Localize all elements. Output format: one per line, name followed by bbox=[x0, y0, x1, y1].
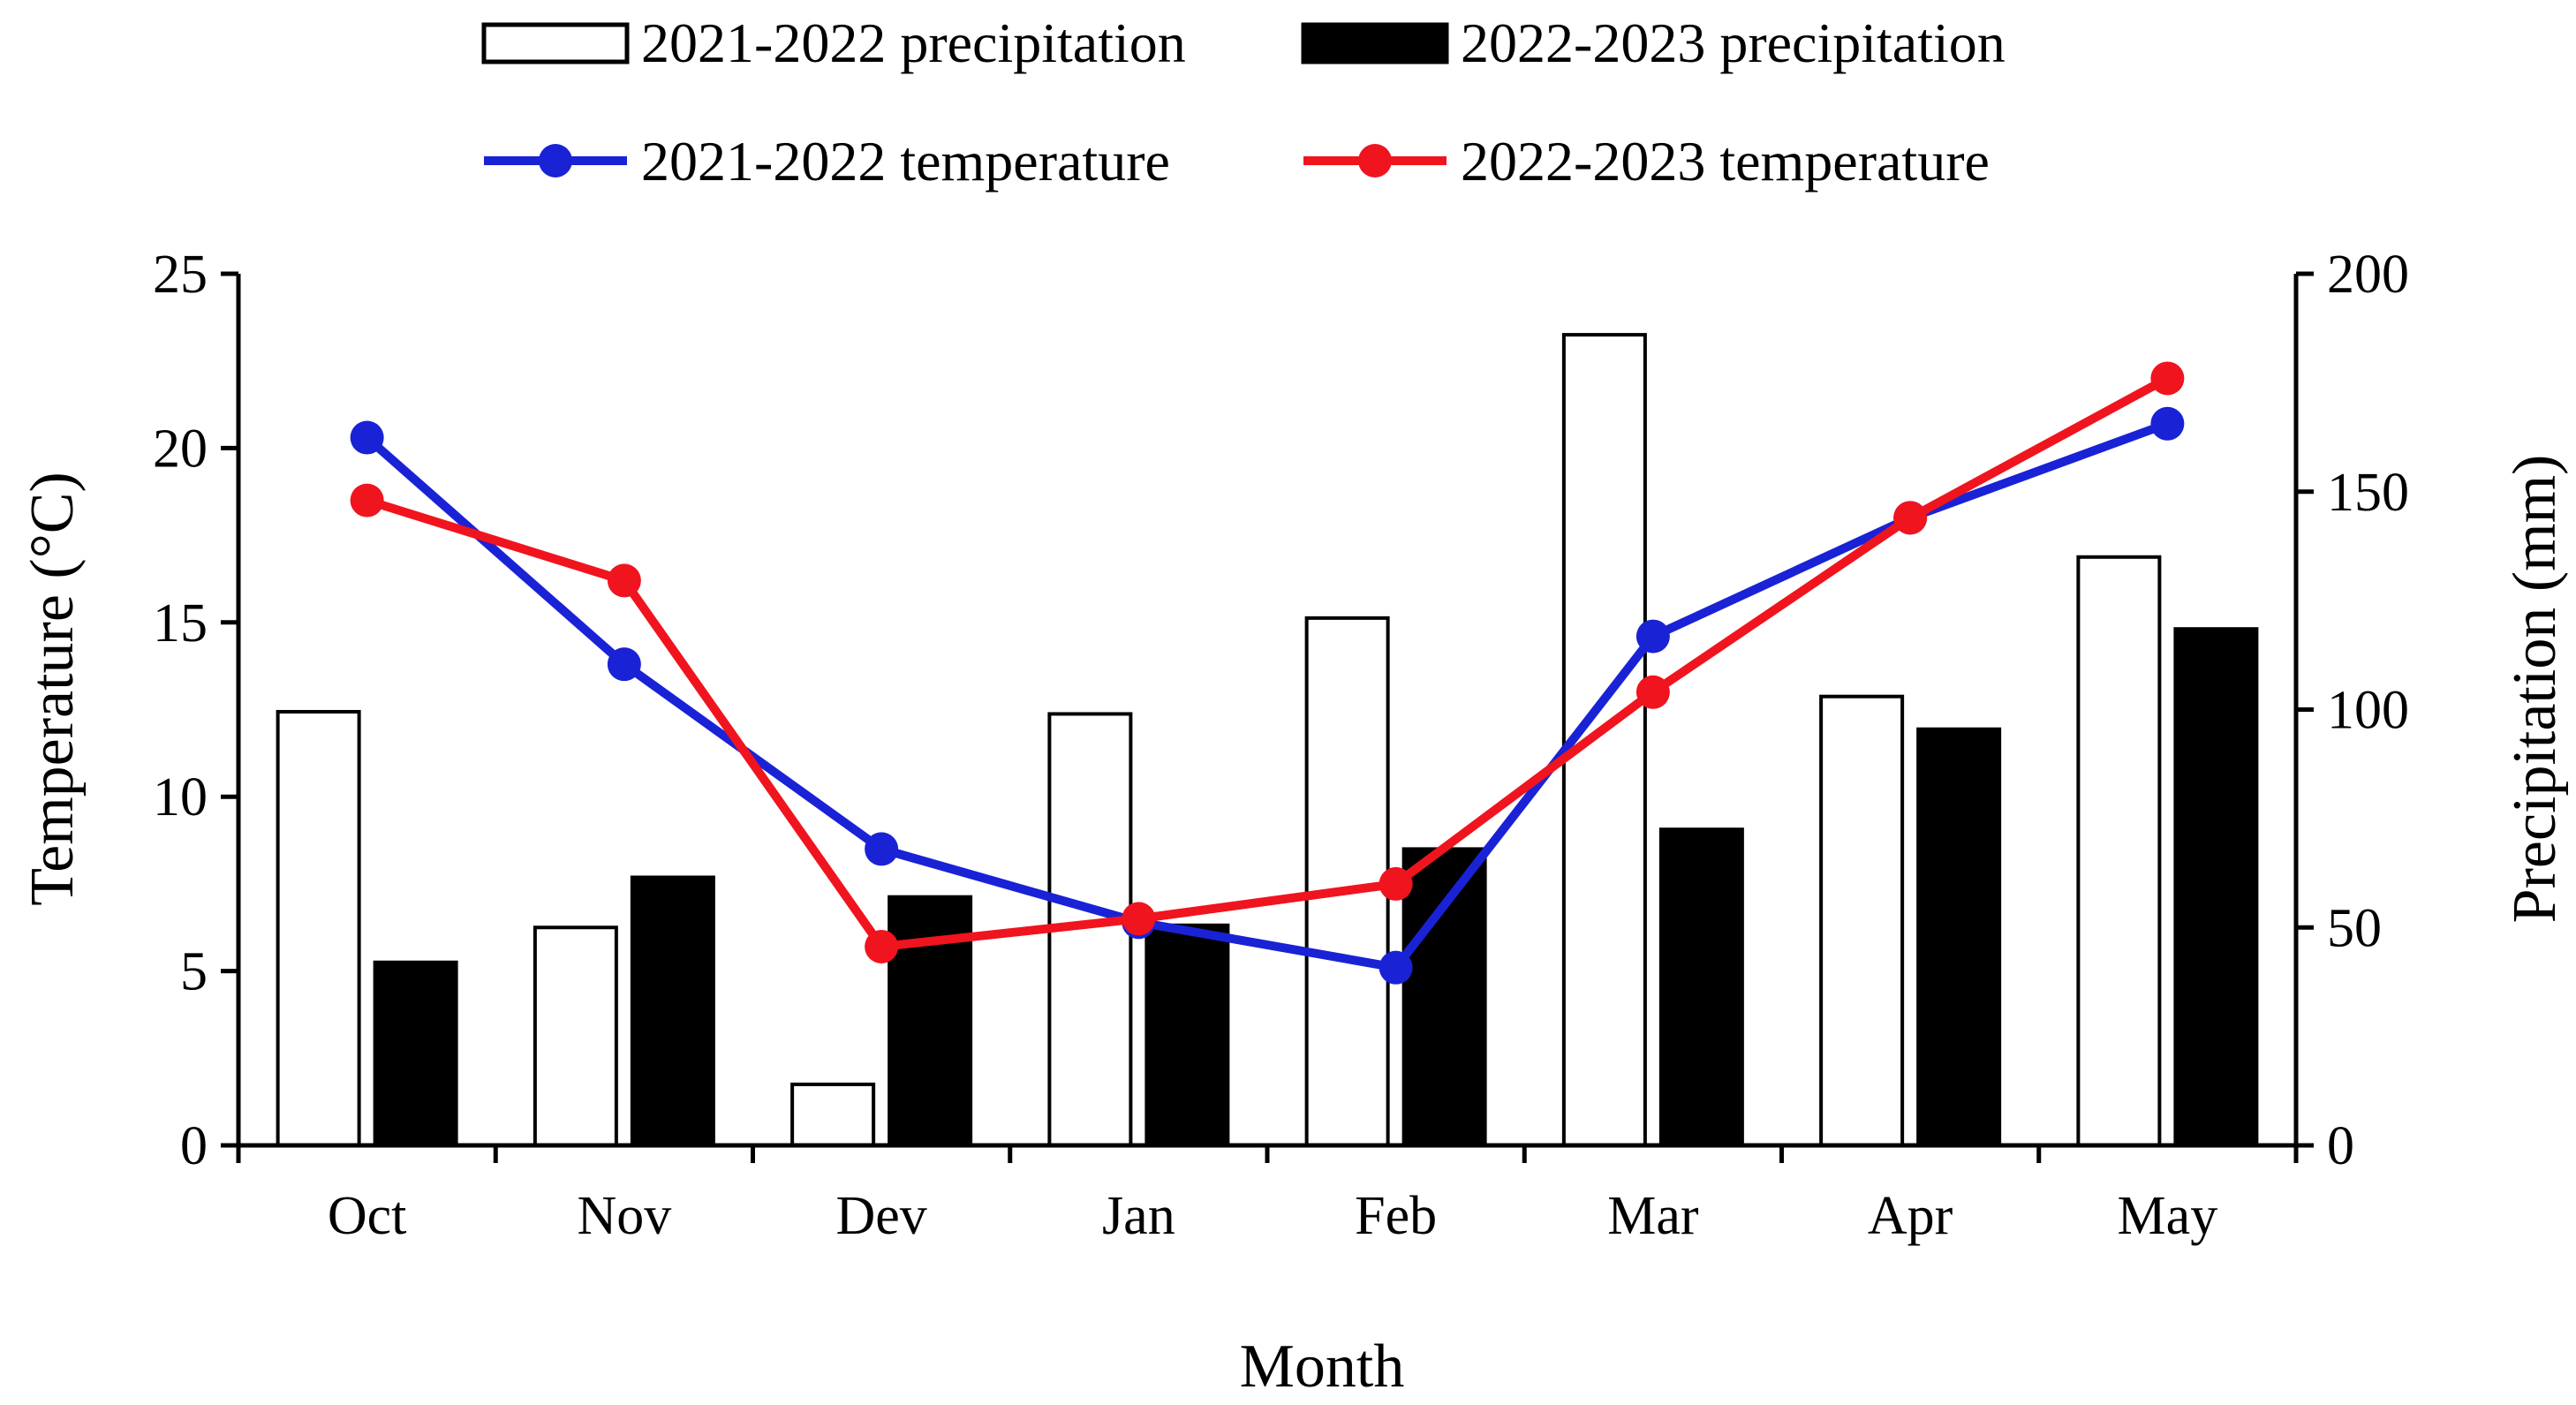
bar-2022-2023-precip-apr bbox=[1916, 727, 2002, 1148]
x-tick-label-may: May bbox=[2118, 1186, 2218, 1246]
bar-2022-2023-precip-nov bbox=[630, 875, 715, 1147]
point-2022-2023-temp-jan bbox=[1122, 902, 1156, 936]
y-left-tick-label: 0 bbox=[180, 1116, 208, 1176]
bar-2021-2022-precip-apr bbox=[1819, 694, 1905, 1147]
point-2022-2023-temp-oct bbox=[350, 483, 384, 517]
y-right-tick-label: 100 bbox=[2327, 681, 2409, 741]
point-2021-2022-temp-mar bbox=[1635, 619, 1670, 653]
legend-item-2: 2022-2023 precipitation bbox=[1301, 11, 2006, 74]
bar-2021-2022-precip-dev bbox=[790, 1082, 876, 1148]
legend-label: 2021-2022 temperature bbox=[641, 130, 1170, 193]
line-2021-2022-temperature bbox=[364, 419, 2170, 972]
bar-2021-2022-precip-may bbox=[2076, 555, 2162, 1147]
axes-layer: 0 5 10 15 20 25 0 50 100 150 200 Oct Nov Dev Jan Feb Mar… bbox=[153, 245, 2409, 1246]
point-2021-2022-temp-nov bbox=[607, 647, 641, 682]
x-tick-label-nov: Nov bbox=[577, 1186, 671, 1246]
point-2022-2023-temp-mar bbox=[1635, 675, 1670, 709]
point-2021-2022-temp-dev bbox=[865, 832, 899, 866]
y-left-tick-label: 10 bbox=[153, 767, 208, 827]
y-left-tick-label: 5 bbox=[180, 942, 208, 1002]
bar-2021-2022-precip-feb bbox=[1304, 616, 1390, 1147]
legend-swatch-bar bbox=[1301, 22, 1449, 64]
bar-2022-2023-precip-mar bbox=[1658, 827, 1744, 1148]
x-tick-label-jan: Jan bbox=[1102, 1186, 1175, 1246]
y-left-tick-label: 20 bbox=[153, 419, 208, 479]
bar-2021-2022-precip-oct bbox=[276, 709, 361, 1148]
point-2022-2023-temp-feb bbox=[1379, 866, 1413, 901]
x-tick-label-oct: Oct bbox=[328, 1186, 407, 1246]
legend-label: 2021-2022 precipitation bbox=[641, 11, 1186, 74]
y-right-tick-label: 200 bbox=[2327, 245, 2409, 305]
bar-2022-2023-precip-jan bbox=[1144, 923, 1230, 1147]
y-axis-left-title: Temperature (°C) bbox=[19, 472, 87, 905]
point-2022-2023-temp-nov bbox=[607, 563, 641, 598]
legend-swatch-marker bbox=[1358, 144, 1392, 178]
y-left-tick-label: 25 bbox=[153, 245, 208, 305]
legend-item-4: 2022-2023 temperature bbox=[1303, 130, 1990, 193]
point-2022-2023-temp-apr bbox=[1893, 501, 1928, 535]
y-left-tick-label: 15 bbox=[153, 593, 208, 653]
line-2022-2023-temperature bbox=[366, 374, 2170, 951]
bars-layer bbox=[276, 333, 2259, 1148]
legend-item-1: 2021-2022 precipitation bbox=[481, 11, 1186, 74]
legend: 2021-2022 precipitation 2022-2023 precipi… bbox=[481, 11, 2006, 193]
point-2021-2022-temp-may bbox=[2150, 406, 2185, 441]
legend-swatch-marker bbox=[539, 144, 572, 178]
bar-2021-2022-precip-nov bbox=[533, 925, 618, 1147]
y-right-tick-label: 50 bbox=[2327, 898, 2382, 958]
lines-layer bbox=[350, 361, 2185, 985]
bar-2022-2023-precip-feb bbox=[1401, 847, 1487, 1147]
point-2021-2022-temp-oct bbox=[350, 420, 384, 455]
y-right-tick-label: 0 bbox=[2327, 1116, 2354, 1176]
y-right-tick-label: 150 bbox=[2327, 463, 2409, 523]
x-axis-title: Month bbox=[1240, 1333, 1405, 1401]
legend-label: 2022-2023 temperature bbox=[1461, 130, 1990, 193]
x-tick-label-apr: Apr bbox=[1868, 1186, 1953, 1246]
point-2021-2022-temp-feb bbox=[1379, 950, 1413, 985]
legend-item-3: 2021-2022 temperature bbox=[484, 130, 1170, 193]
x-tick-label-dev: Dev bbox=[835, 1186, 926, 1246]
legend-swatch-bar bbox=[481, 22, 630, 64]
legend-label: 2022-2023 precipitation bbox=[1461, 11, 2006, 74]
y-axis-right-title: Precipitation (mm) bbox=[2501, 455, 2569, 924]
x-tick-label-mar: Mar bbox=[1607, 1186, 1699, 1246]
point-2022-2023-temp-may bbox=[2150, 361, 2185, 396]
point-2022-2023-temp-dev bbox=[865, 929, 899, 963]
bar-2022-2023-precip-may bbox=[2173, 627, 2259, 1147]
bar-2022-2023-precip-oct bbox=[373, 960, 458, 1147]
x-tick-label-feb: Feb bbox=[1355, 1186, 1437, 1246]
